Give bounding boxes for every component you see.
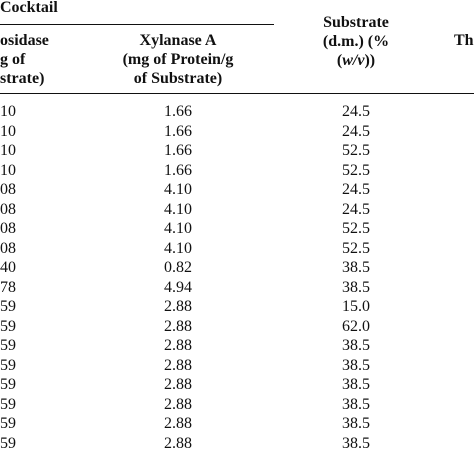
col0-header-line3: strate): [0, 70, 45, 87]
glucosidase-cell: 59: [0, 395, 16, 413]
glucosidase-cell: 10: [0, 122, 16, 140]
xylanase-cell: 2.88: [164, 356, 192, 374]
glucosidase-cell: 08: [0, 181, 16, 198]
glucosidase-cell: 78: [0, 278, 16, 296]
col2-header-line2: (d.m.) (%: [322, 33, 390, 50]
header-bottom-rule: [0, 93, 474, 94]
substrate-cell: 24.5: [342, 122, 370, 140]
substrate-cell: 38.5: [342, 376, 370, 393]
xylanase-cell: 2.88: [164, 337, 192, 354]
cocktail-group-title: Cocktail: [0, 0, 58, 16]
col3-header-partial: Th: [454, 32, 474, 49]
col0-header-line1: osidase: [0, 32, 49, 49]
xylanase-cell: 2.88: [164, 434, 192, 452]
xylanase-cell: 2.88: [164, 317, 192, 335]
xylanase-cell: 1.66: [164, 161, 192, 179]
xylanase-cell: 1.66: [164, 142, 192, 159]
col2-header-line3: (w/v)): [296, 52, 416, 70]
xylanase-cell: 4.10: [164, 239, 192, 257]
glucosidase-cell: 59: [0, 317, 16, 335]
substrate-cell: 38.5: [342, 259, 370, 276]
xylanase-cell: 1.66: [164, 122, 192, 140]
col1-header-line2: (mg of Protein/g: [122, 51, 234, 68]
xylanase-cell: 4.10: [164, 200, 192, 218]
glucosidase-cell: 59: [0, 298, 16, 315]
xylanase-cell: 2.88: [164, 415, 192, 432]
glucosidase-cell: 40: [0, 259, 16, 276]
glucosidase-cell: 59: [0, 337, 16, 354]
substrate-cell: 24.5: [342, 200, 370, 218]
xylanase-cell: 4.94: [164, 278, 192, 296]
substrate-cell: 52.5: [342, 239, 370, 257]
glucosidase-cell: 10: [0, 161, 16, 179]
xylanase-cell: 0.82: [164, 259, 192, 276]
glucosidase-cell: 59: [0, 376, 16, 393]
col1-header-line3: of Substrate): [133, 70, 223, 87]
substrate-cell: 52.5: [342, 161, 370, 179]
xylanase-cell: 1.66: [164, 103, 192, 120]
col2-close-paren: )): [364, 52, 376, 69]
xylanase-cell: 2.88: [164, 298, 192, 315]
xylanase-cell: 2.88: [164, 395, 192, 413]
substrate-cell: 38.5: [342, 337, 370, 354]
xylanase-cell: 4.10: [164, 181, 192, 198]
glucosidase-cell: 08: [0, 239, 16, 257]
substrate-cell: 38.5: [342, 434, 370, 452]
col2-header-line1: Substrate: [323, 14, 389, 31]
glucosidase-cell: 10: [0, 103, 16, 120]
substrate-cell: 38.5: [342, 395, 370, 413]
substrate-cell: 15.0: [342, 298, 370, 315]
col2-open-paren: (: [336, 52, 343, 69]
substrate-cell: 62.0: [342, 317, 370, 335]
substrate-cell: 52.5: [342, 142, 370, 159]
glucosidase-cell: 08: [0, 200, 16, 218]
substrate-cell: 24.5: [342, 103, 370, 120]
col1-header-line1: Xylanase A: [139, 32, 217, 49]
glucosidase-cell: 08: [0, 220, 16, 237]
col2-unit-italic: w/v: [342, 52, 365, 69]
xylanase-cell: 2.88: [164, 376, 192, 393]
glucosidase-cell: 59: [0, 356, 16, 374]
glucosidase-cell: 59: [0, 434, 16, 452]
substrate-cell: 38.5: [342, 278, 370, 296]
glucosidase-cell: 59: [0, 415, 16, 432]
xylanase-cell: 4.10: [164, 220, 192, 237]
group-header-rule: [0, 24, 274, 25]
col0-header-line2: g of: [0, 51, 26, 68]
substrate-cell: 52.5: [342, 220, 370, 237]
substrate-cell: 24.5: [342, 181, 370, 198]
glucosidase-cell: 10: [0, 142, 16, 159]
substrate-cell: 38.5: [342, 415, 370, 432]
substrate-cell: 38.5: [342, 356, 370, 374]
